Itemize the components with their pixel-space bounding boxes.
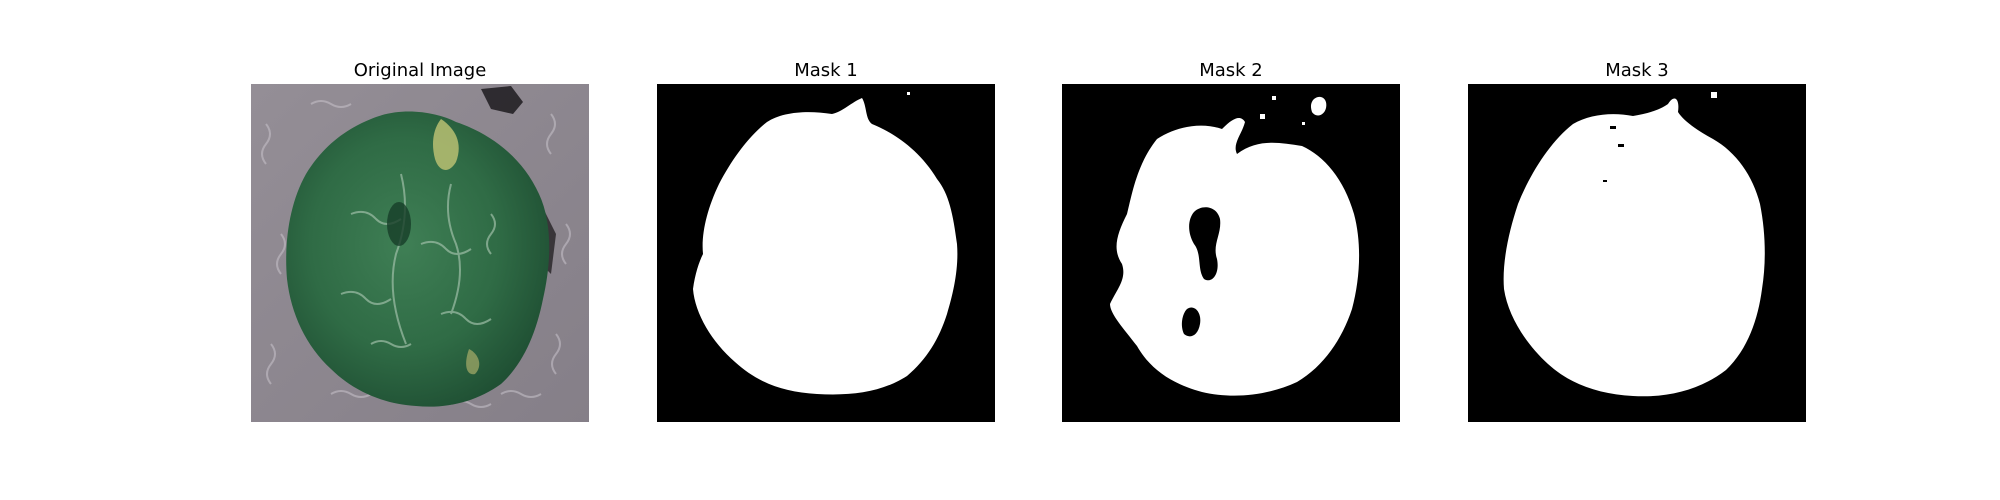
panel-title: Mask 1 [657, 58, 995, 84]
mask-1-image [657, 84, 995, 422]
panel-original-image: Original Image [251, 58, 589, 428]
original-image [251, 84, 589, 422]
panel-mask-3: Mask 3 [1468, 58, 1806, 428]
leaf [286, 112, 549, 407]
panel-mask-2: Mask 2 [1062, 58, 1400, 428]
panel-mask-1: Mask 1 [657, 58, 995, 428]
panel-title: Mask 2 [1062, 58, 1400, 84]
panel-title: Original Image [251, 58, 589, 84]
panel-title: Mask 3 [1468, 58, 1806, 84]
mask-3-image [1468, 84, 1806, 422]
mask-2-image [1062, 84, 1400, 422]
mask-blob [1110, 118, 1359, 396]
